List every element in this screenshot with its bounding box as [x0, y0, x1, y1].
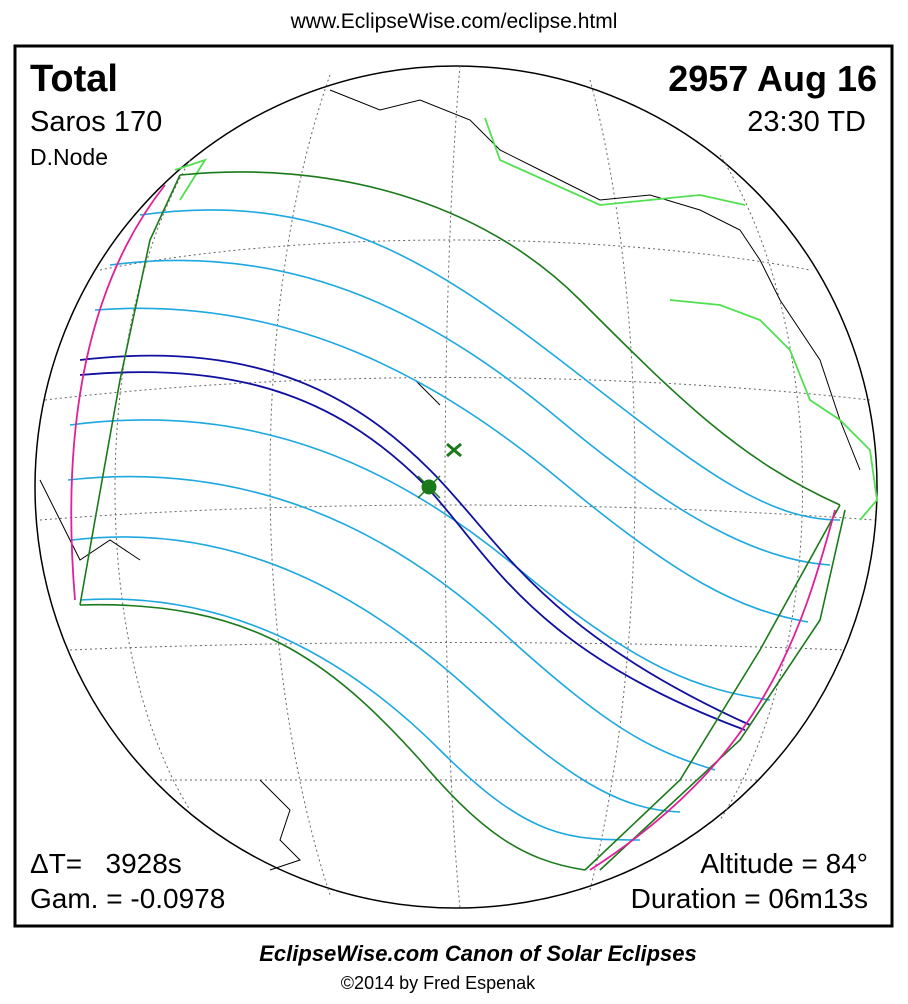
node: D.Node: [30, 144, 108, 170]
gamma: Gam. = -0.0978: [30, 883, 225, 914]
saros: Saros 170: [30, 106, 162, 138]
altitude: Altitude = 84°: [700, 848, 868, 879]
time: 23:30 TD: [747, 106, 866, 138]
footer-title: EclipseWise.com Canon of Solar Eclipses: [259, 941, 697, 966]
date: 2957 Aug 16: [668, 58, 877, 99]
frame: [13, 44, 894, 928]
duration: Duration = 06m13s: [631, 883, 868, 914]
globe: [34, 65, 878, 909]
delta-t: ΔT= 3928s: [30, 848, 182, 879]
eclipse-type: Total: [30, 58, 118, 100]
url: www.EclipseWise.com/eclipse.html: [290, 10, 618, 33]
footer-credit: ©2014 by Fred Espenak: [341, 973, 536, 993]
